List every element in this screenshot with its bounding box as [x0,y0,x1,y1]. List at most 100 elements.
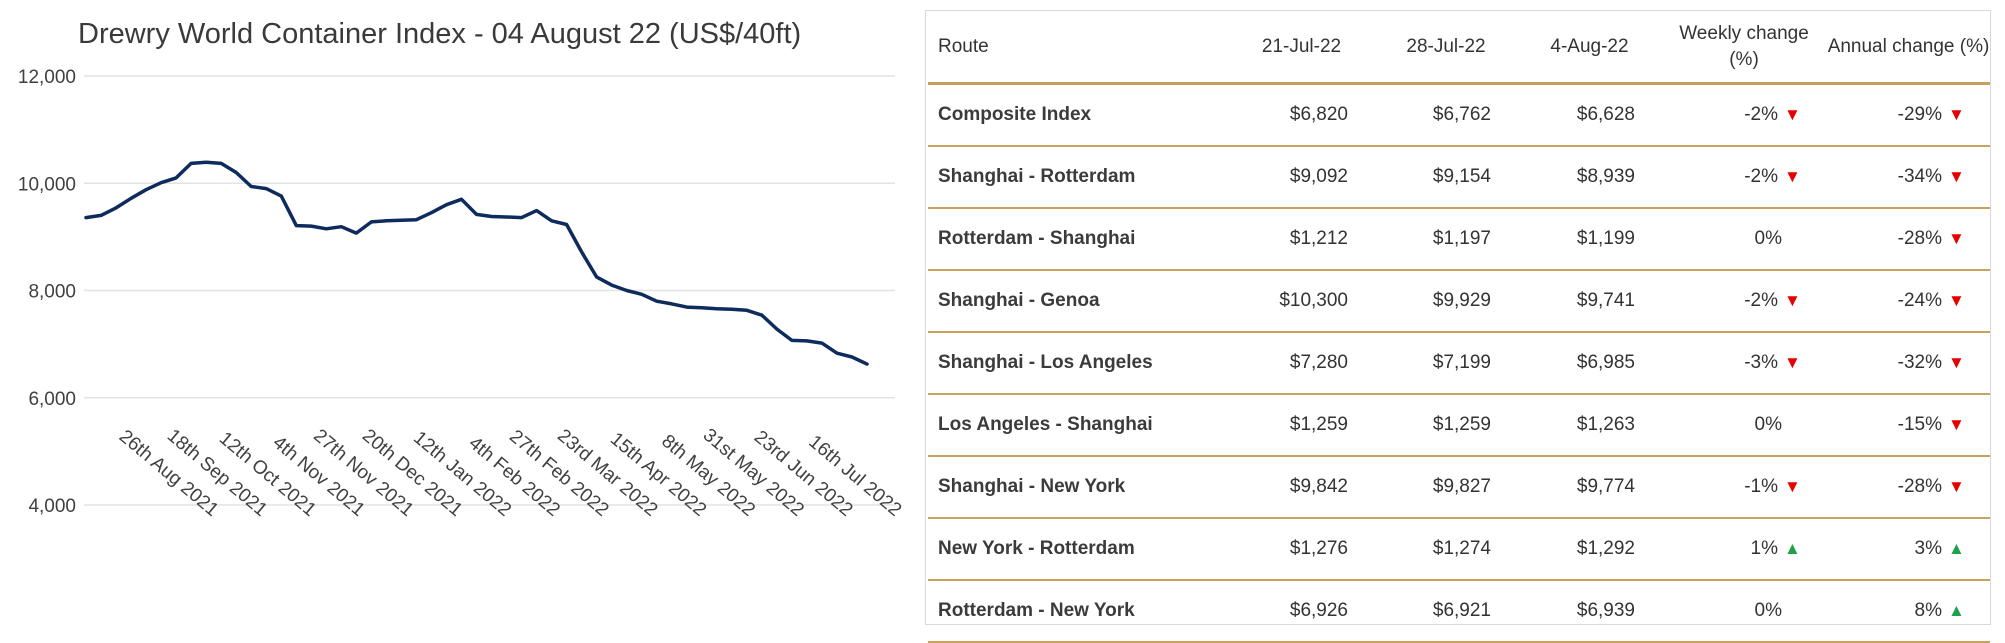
weekly-change-cell-value: -1% [1744,476,1778,497]
col-header-route: Route [928,11,1228,85]
down-arrow-icon: ▼ [1948,291,1965,310]
annual-change-cell: -28% ▼ [1826,208,1990,271]
rate-21-jul-cell-value: $1,276 [1289,538,1348,559]
rate-28-jul-cell: $7,199 [1374,332,1517,395]
col-header-annual-change: Annual change (%) [1826,11,1990,85]
weekly-change-cell-value: 0% [1754,414,1782,435]
rate-28-jul-cell: $9,827 [1374,456,1517,519]
rate-4-aug-cell: $9,774 [1517,456,1661,519]
down-arrow-icon: ▼ [1784,291,1801,310]
route-cell: Los Angeles - Shanghai [928,394,1228,457]
route-cell-value: Shanghai - Genoa [938,290,1100,311]
annual-change-cell-value: -28% [1897,228,1942,249]
down-arrow-icon: ▼ [1948,415,1965,434]
annual-change-cell: -32% ▼ [1826,332,1990,395]
weekly-change-cell: -2% ▼ [1661,146,1826,209]
weekly-change-cell: 1% ▲ [1661,518,1826,581]
table-header-row: Route 21-Jul-22 28-Jul-22 4-Aug-22 Weekl… [928,11,1990,85]
rate-4-aug-cell: $8,939 [1517,146,1661,209]
annual-change-cell-value: 8% [1914,600,1942,621]
rate-28-jul-cell-value: $1,259 [1432,414,1491,435]
weekly-change-cell: 0% [1661,208,1826,271]
rate-28-jul-cell-value: $1,274 [1432,538,1491,559]
annual-change-cell: 3% ▲ [1826,518,1990,581]
annual-change-cell: -34% ▼ [1826,146,1990,209]
annual-change-cell-value: -15% [1897,414,1942,435]
up-arrow-icon: ▲ [1784,539,1801,558]
table-row: Shanghai - Rotterdam $9,092 $9,154 $8,939 -2… [928,146,1990,209]
annual-change-cell-value: -24% [1897,290,1942,311]
rate-28-jul-cell: $1,197 [1374,208,1517,271]
route-cell: New York - Rotterdam [928,518,1228,581]
rate-4-aug-cell-value: $1,199 [1576,228,1635,249]
weekly-change-cell: -1% ▼ [1661,456,1826,519]
rate-28-jul-cell: $1,274 [1374,518,1517,581]
rate-4-aug-cell-value: $6,939 [1576,600,1635,621]
rates-table-panel: Route 21-Jul-22 28-Jul-22 4-Aug-22 Weekl… [925,10,1991,643]
weekly-change-cell-value: 0% [1754,228,1782,249]
annual-change-cell: -15% ▼ [1826,394,1990,457]
table-row: Shanghai - New York $9,842 $9,827 $9,774 -1%… [928,456,1990,519]
rate-28-jul-cell-value: $9,154 [1432,166,1491,187]
table-row: Composite Index $6,820 $6,762 $6,628 -2% ▼ -29… [928,83,1990,147]
annual-change-cell-value: -32% [1897,352,1942,373]
rate-21-jul-cell-value: $9,092 [1289,166,1348,187]
rate-4-aug-cell-value: $1,263 [1576,414,1635,435]
y-tick-label: 8,000 [28,282,76,303]
down-arrow-icon: ▼ [1948,229,1965,248]
rate-4-aug-cell: $6,985 [1517,332,1661,395]
rate-4-aug-cell: $9,741 [1517,270,1661,333]
weekly-change-cell: 0% [1661,394,1826,457]
annual-change-cell: 8% ▲ [1826,580,1990,643]
rate-4-aug-cell: $1,292 [1517,518,1661,581]
rate-28-jul-cell-value: $9,827 [1432,476,1491,497]
route-cell-value: Shanghai - New York [938,476,1126,497]
rate-21-jul-cell: $10,300 [1228,270,1374,333]
col-header-21-jul: 21-Jul-22 [1228,11,1374,85]
rate-4-aug-cell: $6,939 [1517,580,1661,643]
rate-21-jul-cell: $6,820 [1228,83,1374,147]
route-cell: Shanghai - Genoa [928,270,1228,333]
table-row: Shanghai - Los Angeles $7,280 $7,199 $6,985… [928,332,1990,395]
route-cell: Rotterdam - New York [928,580,1228,643]
rate-4-aug-cell: $6,628 [1517,83,1661,147]
annual-change-cell-value: 3% [1914,538,1942,559]
y-tick-label: 4,000 [28,496,76,517]
chart-title: Drewry World Container Index - 04 August… [78,18,802,50]
rate-4-aug-cell-value: $1,292 [1576,538,1635,559]
table-row: Shanghai - Genoa $10,300 $9,929 $9,741 -2% ▼ -… [928,270,1990,333]
rate-21-jul-cell-value: $7,280 [1289,352,1348,373]
rate-21-jul-cell: $1,276 [1228,518,1374,581]
route-cell: Composite Index [928,83,1228,147]
rate-28-jul-cell: $9,154 [1374,146,1517,209]
table-row: New York - Rotterdam $1,276 $1,274 $1,292 1%… [928,518,1990,581]
route-cell-value: Shanghai - Rotterdam [938,166,1136,187]
rate-21-jul-cell: $9,842 [1228,456,1374,519]
weekly-change-cell-value: 1% [1750,538,1778,559]
down-arrow-icon: ▼ [1948,167,1965,186]
annual-change-cell: -24% ▼ [1826,270,1990,333]
down-arrow-icon: ▼ [1784,477,1801,496]
down-arrow-icon: ▼ [1784,167,1801,186]
rate-21-jul-cell-value: $6,926 [1289,600,1348,621]
table-row: Rotterdam - New York $6,926 $6,921 $6,939 0%… [928,580,1990,643]
route-cell: Shanghai - New York [928,456,1228,519]
weekly-change-cell-value: -3% [1744,352,1778,373]
rate-21-jul-cell-value: $6,820 [1289,104,1348,125]
rate-4-aug-cell-value: $9,741 [1576,290,1635,311]
up-arrow-icon: ▲ [1948,601,1965,620]
col-header-weekly-change: Weekly change (%) [1661,11,1826,85]
down-arrow-icon: ▼ [1948,353,1965,372]
annual-change-cell: -29% ▼ [1826,83,1990,147]
weekly-change-cell-value: -2% [1744,166,1778,187]
weekly-change-cell: -2% ▼ [1661,270,1826,333]
annual-change-cell-value: -34% [1897,166,1942,187]
rate-28-jul-cell-value: $7,199 [1432,352,1491,373]
rate-28-jul-cell-value: $9,929 [1432,290,1491,311]
route-cell-value: Shanghai - Los Angeles [938,352,1153,373]
weekly-change-cell-value: -2% [1744,290,1778,311]
down-arrow-icon: ▼ [1948,105,1965,124]
rate-4-aug-cell-value: $6,628 [1576,104,1635,125]
rate-28-jul-cell: $6,762 [1374,83,1517,147]
